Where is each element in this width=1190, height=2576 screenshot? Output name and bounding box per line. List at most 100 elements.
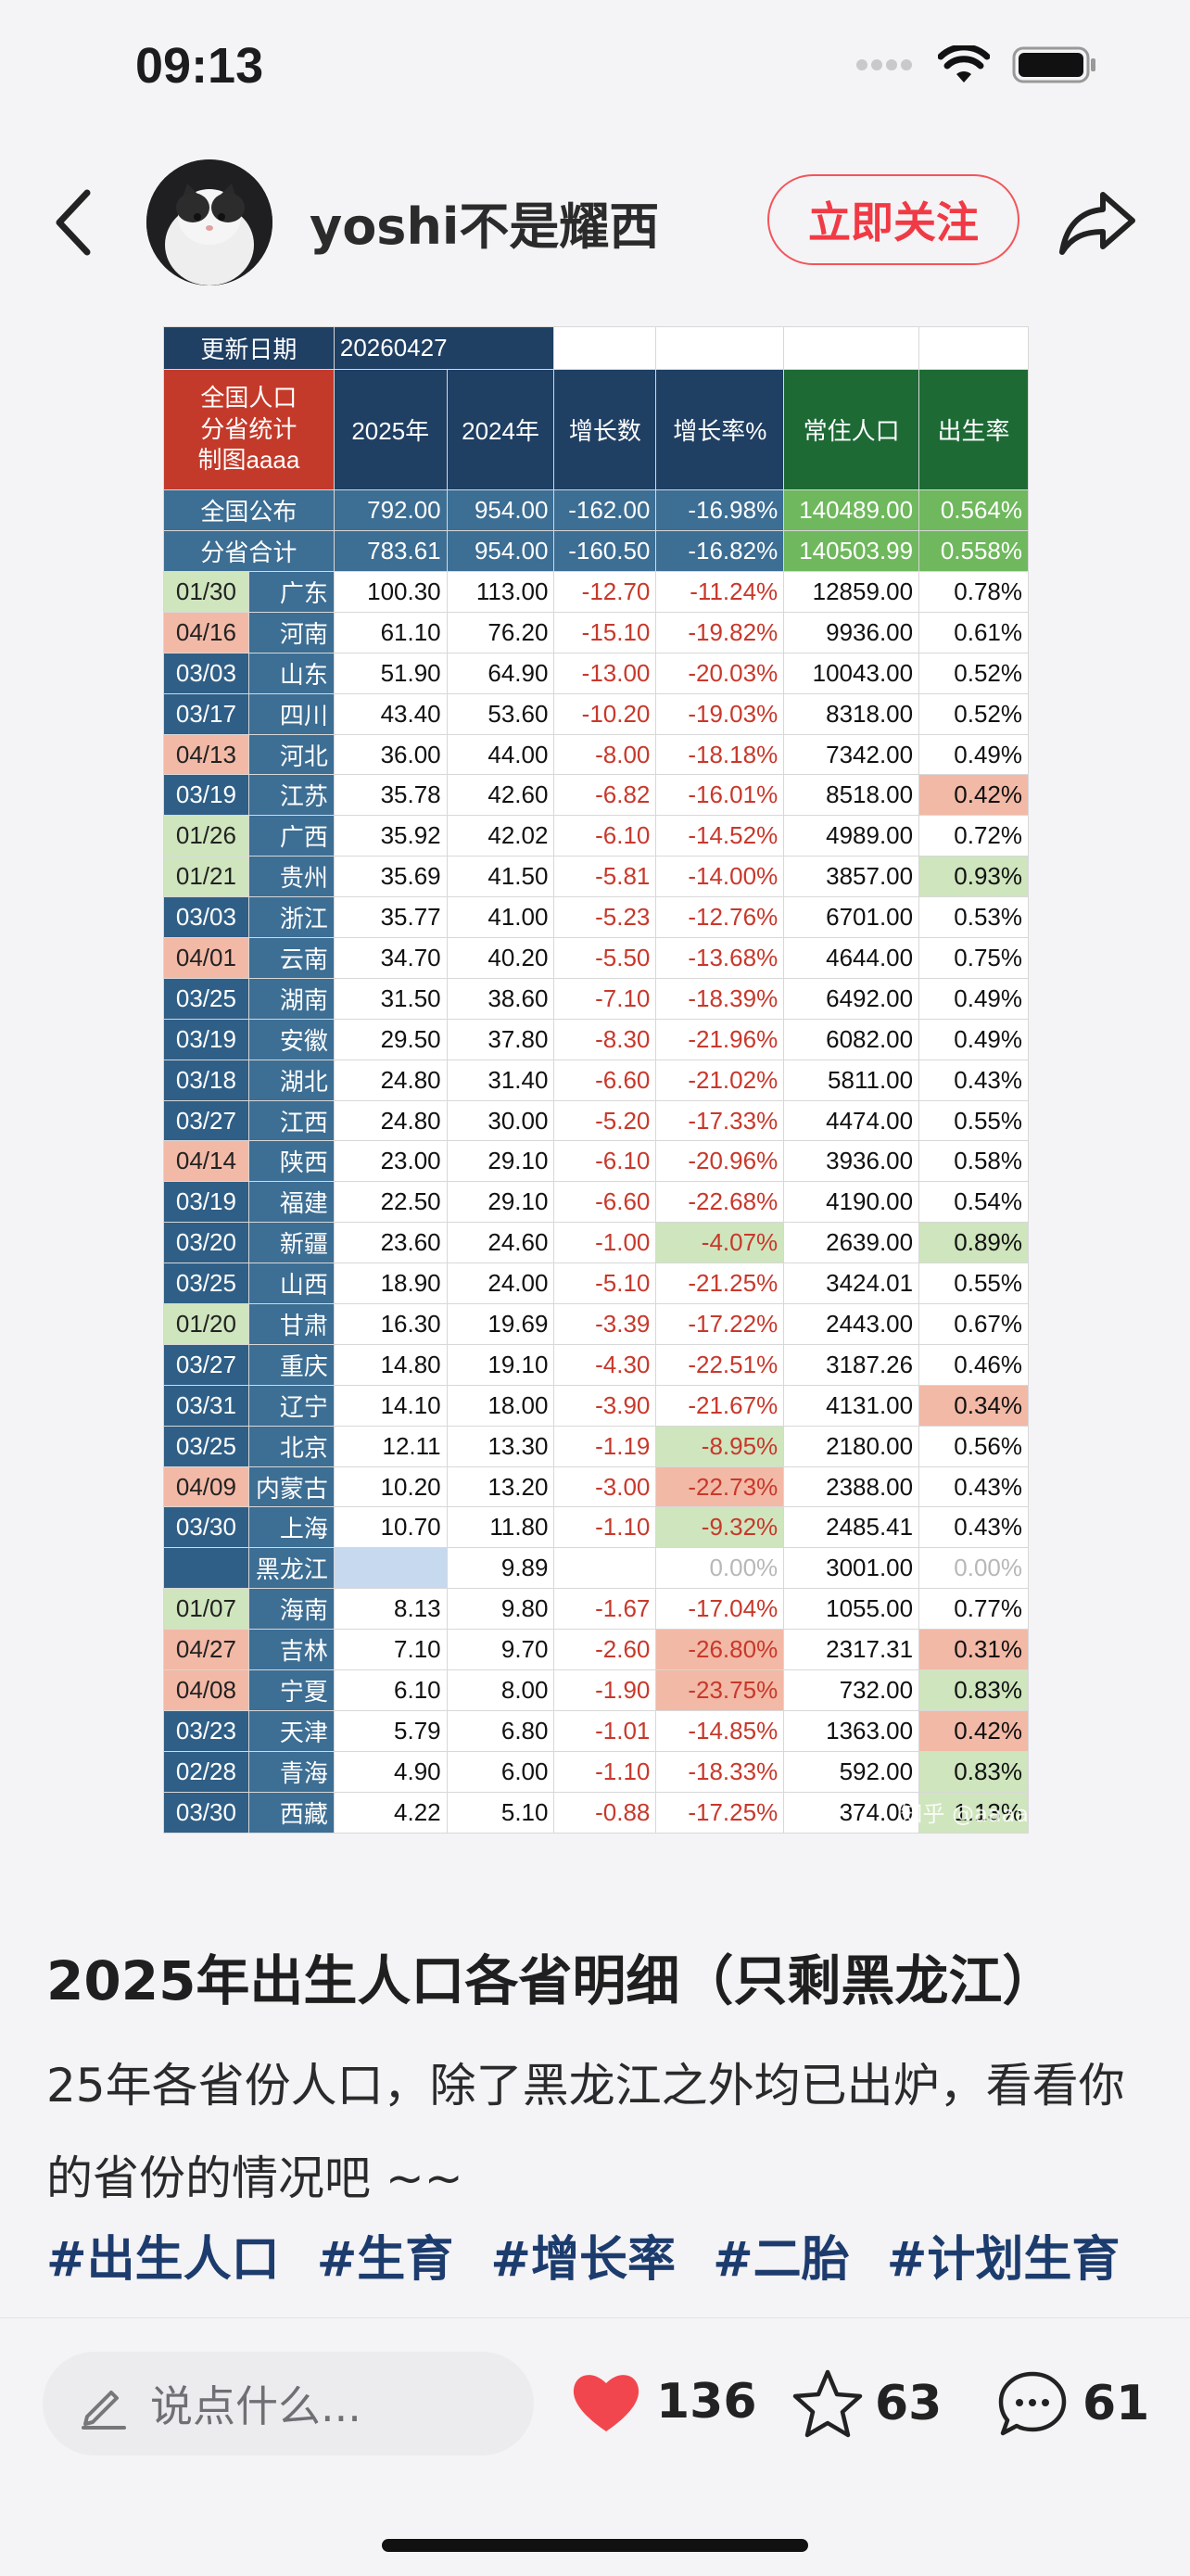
back-arrow-icon[interactable] [46, 185, 102, 260]
table-row: 03/30 西藏 4.22 5.10 -0.88 -17.25% 374.00 1.13% [163, 1791, 1029, 1834]
births-2024-cell: 30.00 [446, 1099, 555, 1142]
report-date-cell: 04/27 [163, 1629, 249, 1671]
population-cell: 10043.00 [783, 652, 920, 694]
cat-avatar-image [146, 159, 272, 286]
growth-count-cell: -5.10 [553, 1263, 657, 1305]
growth-count-cell: -6.60 [553, 1181, 657, 1224]
province-cell: 天津 [247, 1709, 335, 1752]
births-2025-cell: 14.10 [333, 1384, 448, 1427]
province-cell: 黑龙江 [247, 1547, 335, 1590]
births-2024-cell: 29.10 [446, 1140, 555, 1183]
share-icon[interactable] [1057, 185, 1140, 260]
growth-rate-cell: -11.24% [655, 571, 785, 613]
births-2024-cell: 24.60 [446, 1222, 555, 1264]
pencil-icon [82, 2391, 126, 2430]
bottom-action-bar: 说点什么... 136 63 61 [0, 2317, 1190, 2576]
table-row: 03/23 天津 5.79 6.80 -1.01 -14.85% 1363.00 0.42% [163, 1709, 1029, 1752]
total-cell: 954.00 [446, 530, 555, 572]
province-cell: 安徽 [247, 1018, 335, 1060]
province-cell: 江西 [247, 1099, 335, 1142]
col-header: 增长数 [553, 369, 657, 490]
growth-count-cell: -8.00 [553, 733, 657, 776]
births-2024-cell: 9.80 [446, 1588, 555, 1631]
province-cell: 福建 [247, 1181, 335, 1224]
births-2024-cell: 29.10 [446, 1181, 555, 1224]
table-row: 04/08 宁夏 6.10 8.00 -1.90 -23.75% 732.00 0.83% [163, 1669, 1029, 1711]
births-2025-cell: 14.80 [333, 1343, 448, 1386]
growth-count-cell: -1.90 [553, 1669, 657, 1711]
growth-count-cell: -5.81 [553, 856, 657, 898]
growth-rate-cell: -17.33% [655, 1099, 785, 1142]
growth-rate-cell: -17.25% [655, 1791, 785, 1834]
table-row: 03/27 江西 24.80 30.00 -5.20 -17.33% 4474.00 0.55… [163, 1099, 1029, 1142]
home-indicator [382, 2539, 808, 2552]
birth-rate-cell: 1.13% [918, 1791, 1029, 1834]
births-2025-cell: 43.40 [333, 692, 448, 735]
population-cell: 4644.00 [783, 937, 920, 979]
hashtag-link[interactable]: #计划生育 [886, 2232, 1120, 2288]
births-2024-cell: 19.10 [446, 1343, 555, 1386]
total-cell: -160.50 [553, 530, 657, 572]
battery-icon [1012, 46, 1095, 83]
table-total-row: 分省合计 783.61 954.00 -160.50 -16.82% 14050… [163, 530, 1029, 572]
population-cell: 9936.00 [783, 611, 920, 654]
report-date-cell: 01/20 [163, 1303, 249, 1345]
favorite-button[interactable]: 63 [791, 2368, 942, 2439]
birth-rate-cell: 0.52% [918, 692, 1029, 735]
births-2025-cell: 35.69 [333, 856, 448, 898]
growth-rate-cell: -18.33% [655, 1750, 785, 1793]
births-2024-cell: 44.00 [446, 733, 555, 776]
report-date-cell: 01/26 [163, 815, 249, 857]
signal-icon [856, 59, 912, 70]
hashtag-link[interactable]: #增长率 [490, 2232, 676, 2288]
report-date-cell: 03/30 [163, 1791, 249, 1834]
province-cell: 山东 [247, 652, 335, 694]
hashtag-link[interactable]: #二胎 [713, 2232, 850, 2288]
birth-rate-cell: 0.49% [918, 977, 1029, 1020]
births-2025-cell: 23.00 [333, 1140, 448, 1183]
population-cell: 8318.00 [783, 692, 920, 735]
hashtag-link[interactable]: #出生人口 [46, 2232, 280, 2288]
births-2025-cell: 51.90 [333, 652, 448, 694]
births-2025-cell: 24.80 [333, 1099, 448, 1142]
growth-rate-cell: -22.73% [655, 1466, 785, 1508]
follow-button[interactable]: 立即关注 [767, 174, 1019, 265]
province-cell: 山西 [247, 1263, 335, 1305]
population-cell: 2317.31 [783, 1629, 920, 1671]
births-2025-cell: 16.30 [333, 1303, 448, 1345]
population-cell: 3424.01 [783, 1263, 920, 1305]
growth-count-cell: -15.10 [553, 611, 657, 654]
birth-rate-cell: 0.49% [918, 733, 1029, 776]
births-2025-cell: 35.92 [333, 815, 448, 857]
like-button[interactable]: 136 [569, 2368, 757, 2435]
comments-button[interactable]: 61 [995, 2368, 1149, 2439]
province-cell: 辽宁 [247, 1384, 335, 1427]
growth-count-cell: -1.19 [553, 1425, 657, 1467]
birth-rate-cell: 0.72% [918, 815, 1029, 857]
table-row: 03/18 湖北 24.80 31.40 -6.60 -21.02% 5811.00 0.43… [163, 1059, 1029, 1101]
birth-rate-cell: 0.56% [918, 1425, 1029, 1467]
comment-input[interactable]: 说点什么... [43, 2352, 534, 2455]
growth-rate-cell: -13.68% [655, 937, 785, 979]
report-date-cell: 03/27 [163, 1099, 249, 1142]
username[interactable]: yoshi不是耀西 [310, 197, 660, 256]
table-row: 01/20 甘肃 16.30 19.69 -3.39 -17.22% 2443.00 0.67… [163, 1303, 1029, 1345]
births-2025-cell: 12.11 [333, 1425, 448, 1467]
growth-count-cell: -1.10 [553, 1506, 657, 1549]
province-cell: 陕西 [247, 1140, 335, 1183]
birth-rate-cell: 0.46% [918, 1343, 1029, 1386]
report-date-cell: 04/01 [163, 937, 249, 979]
avatar[interactable] [146, 159, 272, 286]
report-date-cell: 03/25 [163, 1425, 249, 1467]
hashtag-link[interactable]: #生育 [316, 2232, 454, 2288]
table-corner-title: 全国人口 分省统计 制图aaaa [163, 369, 335, 490]
report-date-cell: 03/19 [163, 1181, 249, 1224]
province-cell: 青海 [247, 1750, 335, 1793]
report-date-cell: 04/09 [163, 1466, 249, 1508]
birth-rate-cell: 0.49% [918, 1018, 1029, 1060]
table-row: 03/25 北京 12.11 13.30 -1.19 -8.95% 2180.00 0.56% [163, 1425, 1029, 1467]
births-2024-cell: 5.10 [446, 1791, 555, 1834]
province-cell: 湖北 [247, 1059, 335, 1101]
report-date-cell: 04/16 [163, 611, 249, 654]
growth-rate-cell: -19.82% [655, 611, 785, 654]
